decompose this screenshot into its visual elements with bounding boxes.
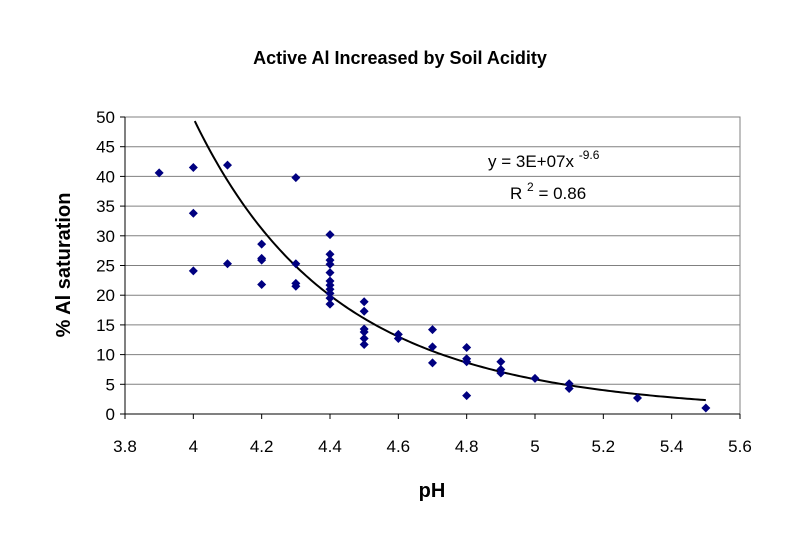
data-point xyxy=(564,383,574,393)
x-tick-label: 4.4 xyxy=(318,437,342,456)
data-point xyxy=(257,280,267,290)
r-squared: R 2 = 0.86 xyxy=(510,176,586,203)
data-point xyxy=(188,208,198,218)
y-tick-label: 35 xyxy=(96,197,115,216)
y-axis: 0 5 10 15 20 25 30 35 40 45 50 xyxy=(96,108,126,424)
data-point xyxy=(325,249,335,259)
data-point xyxy=(291,173,301,183)
y-tick-label: 45 xyxy=(96,138,115,157)
data-point xyxy=(291,259,301,269)
x-tick-label: 5.4 xyxy=(660,437,684,456)
data-point xyxy=(530,373,540,383)
x-axis-label: pH xyxy=(419,480,446,502)
y-tick-label: 5 xyxy=(106,375,115,394)
data-point xyxy=(223,259,232,269)
data-point xyxy=(462,357,472,367)
data-point xyxy=(359,334,369,344)
trendline xyxy=(193,120,706,402)
r-squared-label: R xyxy=(510,184,522,203)
data-point xyxy=(154,168,164,178)
x-tick-label: 4.8 xyxy=(455,437,479,456)
data-point xyxy=(359,297,369,307)
y-tick-label: 30 xyxy=(96,227,115,246)
equation-base: y = 3E+07x xyxy=(488,152,575,171)
x-axis: 3.8 4 4.2 4.4 4.6 4.8 5 5.2 5.4 5.6 xyxy=(113,413,752,456)
x-tick-label: 4.6 xyxy=(387,437,411,456)
data-point xyxy=(188,162,198,172)
data-point xyxy=(291,281,301,291)
x-tick-label: 3.8 xyxy=(113,437,137,456)
data-point xyxy=(359,306,369,316)
y-tick-label: 0 xyxy=(106,405,115,424)
data-point xyxy=(496,368,506,378)
x-tick-label: 4.2 xyxy=(250,437,274,456)
r-squared-superscript: 2 xyxy=(527,180,534,194)
data-point xyxy=(325,268,335,278)
data-point xyxy=(325,293,335,303)
x-tick-label: 4 xyxy=(189,437,198,456)
r-squared-value: = 0.86 xyxy=(538,184,586,203)
chart-title: Active Al Increased by Soil Acidity xyxy=(253,48,547,68)
x-tick-label: 5.2 xyxy=(592,437,616,456)
data-point xyxy=(496,357,506,367)
equation-exponent: -9.6 xyxy=(579,148,600,162)
data-point xyxy=(701,403,711,413)
y-tick-label: 15 xyxy=(96,316,115,335)
data-point xyxy=(325,230,335,240)
x-tick-label: 5 xyxy=(530,437,539,456)
data-points xyxy=(154,160,711,413)
data-point xyxy=(462,342,472,352)
data-point xyxy=(359,327,369,337)
data-point xyxy=(428,325,437,335)
data-point xyxy=(428,342,437,352)
data-point xyxy=(325,288,335,298)
trendline-equation: y = 3E+07x -9.6 xyxy=(488,148,600,171)
data-point xyxy=(223,160,232,170)
y-tick-label: 40 xyxy=(96,167,115,186)
data-point xyxy=(359,340,369,350)
data-point xyxy=(325,299,335,309)
data-point xyxy=(257,255,267,265)
data-point xyxy=(462,391,472,401)
y-tick-label: 10 xyxy=(96,346,115,365)
data-point xyxy=(428,358,437,368)
x-tick-label: 5.6 xyxy=(728,437,752,456)
data-point xyxy=(325,259,335,269)
data-point xyxy=(393,334,403,344)
data-point xyxy=(633,393,642,403)
y-tick-label: 25 xyxy=(96,257,115,276)
data-point xyxy=(188,266,198,276)
data-point xyxy=(564,379,574,389)
y-tick-label: 50 xyxy=(96,108,115,127)
y-tick-label: 20 xyxy=(96,286,115,305)
data-point xyxy=(257,239,267,249)
y-axis-label: % Al saturation xyxy=(53,193,75,338)
